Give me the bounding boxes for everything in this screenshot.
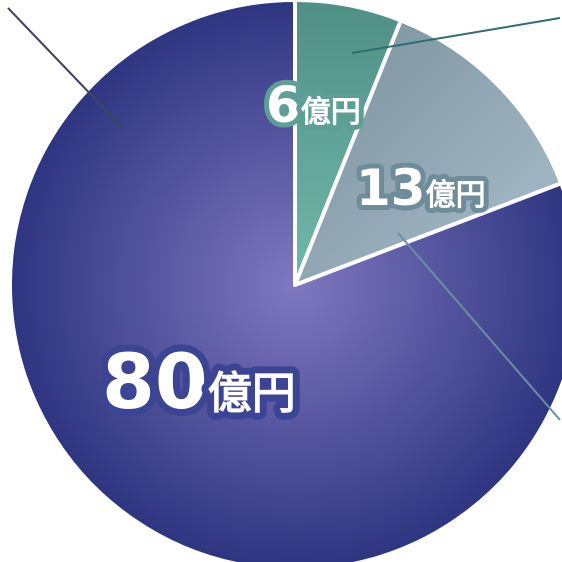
data-label-13: 13億円 (356, 159, 486, 217)
data-label-number: 6 (266, 76, 301, 134)
leader-line-6 (351, 17, 561, 54)
leader-line-13 (397, 232, 561, 421)
pie-slice-80 (8, 0, 562, 562)
data-label-number: 13 (356, 159, 426, 217)
pie-slice-13 (293, 18, 562, 287)
data-label-unit: 億円 (301, 95, 361, 130)
leader-line-80 (7, 7, 123, 128)
data-label-80: 80億円 (102, 337, 296, 426)
data-label-number: 80 (102, 337, 208, 426)
data-label-unit: 億円 (208, 368, 296, 419)
data-label-6: 6億円 (266, 76, 361, 134)
data-label-unit: 億円 (426, 178, 486, 213)
